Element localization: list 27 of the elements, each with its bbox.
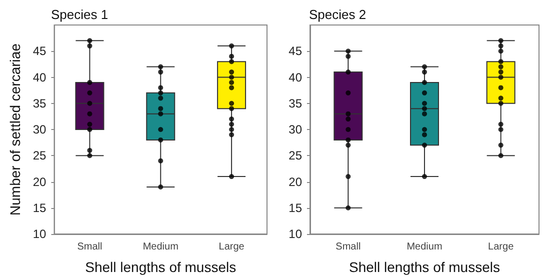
y-tick-label: 45 [32,44,47,58]
y-tick-label: 20 [288,174,302,189]
y-tick-label: 15 [32,200,47,215]
y-axis-title: Number of settled cercariae [7,43,23,216]
y-tick-label: 25 [288,148,302,163]
y-tick-label: 30 [288,122,302,136]
y-tick-label: 10 [32,227,47,241]
x-tick-label: Medium [406,242,442,252]
y-tick-label: 45 [288,44,302,58]
y-tick-label: 25 [32,148,47,163]
x-axis-title: Shell lengths of mussels [85,259,236,275]
y-tick-label: 10 [288,227,302,241]
x-tick-label: Large [218,242,245,252]
x-axis-title: Shell lengths of mussels [349,259,500,275]
x-tick-label: Medium [142,242,178,252]
y-tick-label: 40 [32,70,47,84]
chart-title: Species 2 [309,7,366,22]
x-tick-label: Large [488,242,514,252]
y-tick-label: 20 [32,174,47,189]
y-tick-label: 30 [32,122,47,136]
x-tick-label: Small [336,242,361,252]
y-tick-label: 15 [288,200,302,215]
y-tick-label: 35 [32,96,47,110]
y-tick-label: 35 [288,96,302,110]
y-tick-label: 40 [288,70,302,84]
x-tick-label: Small [77,242,102,252]
chart-title: Species 1 [51,7,108,22]
